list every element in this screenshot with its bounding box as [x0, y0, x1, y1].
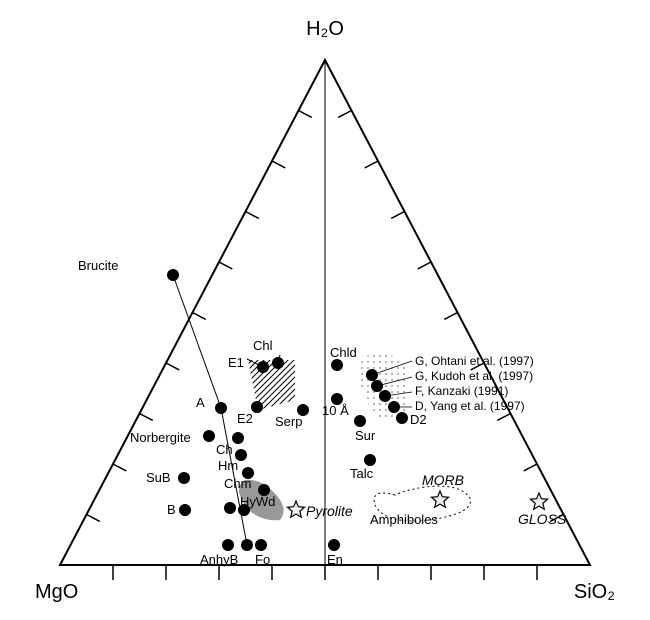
- ref-label: G, Ohtani et al. (1997): [415, 354, 534, 368]
- label-Talc: Talc: [350, 466, 374, 481]
- base-label: Fo: [255, 552, 270, 567]
- point-Norbergite: [203, 430, 215, 442]
- label-Norbergite: Norbergite: [130, 430, 191, 445]
- point-dot1: [224, 502, 236, 514]
- label-B: B: [167, 502, 176, 517]
- label-10A: 10 Å: [322, 403, 349, 418]
- point-Talc: [364, 454, 376, 466]
- label-Chm: Chm: [224, 476, 251, 491]
- label-Sur: Sur: [355, 428, 376, 443]
- point-D2: [396, 412, 408, 424]
- base-label: En: [327, 552, 343, 567]
- point-G-Ohtani: [366, 369, 378, 381]
- ref-label: G, Kudoh et al. (1997): [415, 369, 533, 383]
- vertex-left: MgO: [35, 581, 78, 603]
- point-E1: [257, 361, 269, 373]
- point-SuB: [178, 472, 190, 484]
- label-E2: E2: [237, 411, 253, 426]
- vertex-right: SiO₂: [574, 581, 615, 603]
- label-A: A: [196, 395, 205, 410]
- point-basedot2: [241, 539, 253, 551]
- point-G-Kudoh: [371, 380, 383, 392]
- point-B: [179, 504, 191, 516]
- point-Chld: [331, 359, 343, 371]
- star-label-MORB: MORB: [422, 472, 464, 488]
- label-Ch: Ch: [216, 442, 233, 457]
- point-Chl: [272, 357, 284, 369]
- ref-label: D, Yang et al. (1997): [415, 399, 525, 413]
- point-En: [328, 539, 340, 551]
- amphiboles-label: Amphiboles: [370, 512, 438, 527]
- point-Fo: [255, 539, 267, 551]
- label-Chld: Chld: [330, 345, 357, 360]
- point-D-Yang: [388, 401, 400, 413]
- vertex-top: H₂O: [306, 18, 344, 40]
- star-label-GLOSS: GLOSS: [518, 511, 567, 527]
- label-E1: E1: [228, 355, 244, 370]
- label-Brucite: Brucite: [78, 258, 118, 273]
- point-F-Kanzaki: [379, 390, 391, 402]
- point-Brucite: [167, 269, 179, 281]
- label-D2: D2: [410, 412, 427, 427]
- star-label-Pyrolite: Pyrolite: [306, 503, 353, 519]
- point-A: [215, 402, 227, 414]
- label-Serp: Serp: [275, 414, 302, 429]
- point-Sur: [354, 415, 366, 427]
- label-SuB: SuB: [146, 470, 171, 485]
- label-Chl: Chl: [253, 338, 273, 353]
- point-Ch: [232, 432, 244, 444]
- point-dot2: [238, 504, 250, 516]
- point-basedot1: [222, 539, 234, 551]
- ref-label: F, Kanzaki (1991): [415, 384, 508, 398]
- base-label: AnhyB: [200, 552, 238, 567]
- label-Hm: Hm: [218, 458, 238, 473]
